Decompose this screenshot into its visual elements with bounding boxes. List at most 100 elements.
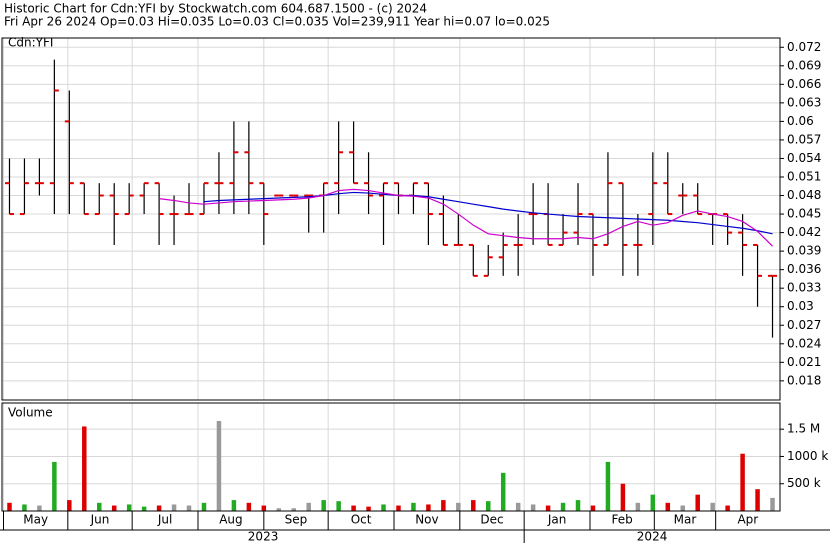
volume-bar bbox=[725, 505, 730, 511]
y-tick-label: 0.033 bbox=[787, 281, 821, 295]
x-tick-label: Sep bbox=[285, 513, 308, 527]
volume-bar bbox=[770, 497, 775, 511]
volume-bar bbox=[111, 505, 117, 511]
y-tick-label: 0.066 bbox=[787, 77, 821, 91]
y-tick-label: 0.057 bbox=[787, 132, 821, 146]
volume-bar bbox=[530, 504, 536, 511]
volume-frame bbox=[1, 402, 781, 512]
volume-bar bbox=[515, 502, 521, 511]
volume-bar bbox=[381, 504, 386, 511]
volume-bar bbox=[605, 461, 611, 511]
volume-bar bbox=[351, 505, 356, 511]
y-tick-label: 0.03 bbox=[787, 299, 814, 313]
volume-bar bbox=[22, 504, 27, 511]
volume-bar bbox=[67, 500, 72, 511]
volume-bar bbox=[201, 502, 207, 511]
panel-label: Volume bbox=[8, 406, 53, 420]
volume-bar bbox=[246, 502, 252, 511]
x-tick-label: Apr bbox=[737, 513, 758, 527]
y-tick-label: 1000 k bbox=[787, 449, 828, 463]
y-tick-label: 0.018 bbox=[787, 373, 821, 387]
y-tick-label: 0.024 bbox=[787, 336, 821, 350]
volume-bar bbox=[82, 426, 87, 511]
y-tick-label: 0.06 bbox=[787, 114, 814, 128]
y-tick-label: 0.054 bbox=[787, 151, 821, 165]
x-tick-label: Aug bbox=[219, 513, 242, 527]
x-tick-label: May bbox=[23, 513, 48, 527]
volume-bar bbox=[156, 505, 162, 511]
moving-average bbox=[203, 191, 773, 235]
x-tick-label: Dec bbox=[480, 513, 503, 527]
y-tick-label: 1.5 M bbox=[787, 422, 820, 436]
volume-bar bbox=[620, 483, 626, 511]
volume-bar bbox=[471, 500, 476, 511]
y-tick-label: 0.042 bbox=[787, 225, 821, 239]
volume-bar bbox=[755, 489, 760, 511]
volume-bar bbox=[441, 500, 446, 511]
volume-bar bbox=[366, 506, 371, 511]
x-tick-label: Jun bbox=[90, 513, 110, 527]
volume-bar bbox=[710, 502, 715, 511]
x-tick-label: Jul bbox=[157, 513, 172, 527]
volume-panel bbox=[2, 403, 780, 511]
volume-bar bbox=[7, 502, 12, 511]
y-tick-label: 0.039 bbox=[787, 244, 821, 258]
x-tick-label: Feb bbox=[612, 513, 633, 527]
volume-bar bbox=[680, 505, 685, 511]
volume-bar bbox=[171, 504, 177, 511]
y-tick-label: 0.051 bbox=[787, 169, 821, 183]
volume-bar bbox=[575, 500, 581, 511]
volume-bar bbox=[306, 502, 311, 511]
year-label: 2024 bbox=[637, 530, 668, 543]
volume-bar bbox=[456, 502, 461, 511]
x-tick-label: Jan bbox=[547, 513, 567, 527]
volume-bar bbox=[37, 505, 42, 511]
chart-subtitle: Fri Apr 26 2024 Op=0.03 Hi=0.035 Lo=0.03… bbox=[4, 15, 550, 29]
volume-bar bbox=[321, 500, 326, 511]
volume-bar bbox=[486, 501, 491, 511]
price-panel bbox=[2, 38, 780, 400]
volume-bar bbox=[411, 502, 416, 511]
volume-bar bbox=[141, 506, 147, 511]
y-tick-label: 500 k bbox=[787, 476, 821, 490]
y-tick-label: 0.027 bbox=[787, 318, 821, 332]
y-tick-label: 0.021 bbox=[787, 355, 821, 369]
volume-bar bbox=[426, 504, 431, 511]
volume-bar bbox=[545, 505, 551, 511]
volume-bar bbox=[396, 505, 401, 511]
x-tick-label: Mar bbox=[674, 513, 697, 527]
volume-bar bbox=[97, 502, 102, 511]
volume-bar bbox=[336, 501, 341, 511]
volume-bar bbox=[186, 505, 192, 511]
volume-bar bbox=[261, 505, 267, 511]
y-tick-label: 0.063 bbox=[787, 95, 821, 109]
volume-bar bbox=[231, 500, 237, 511]
volume-bar bbox=[635, 502, 641, 511]
x-tick-label: Nov bbox=[415, 513, 438, 527]
y-tick-label: 0.072 bbox=[787, 40, 821, 54]
volume-bar bbox=[650, 494, 656, 511]
volume-bar bbox=[740, 453, 745, 511]
volume-bar bbox=[500, 472, 506, 511]
y-tick-label: 0.045 bbox=[787, 207, 821, 221]
panel-label: Cdn:YFI bbox=[8, 36, 53, 50]
volume-bar bbox=[276, 508, 282, 511]
volume-bar bbox=[665, 502, 671, 511]
volume-bar bbox=[291, 508, 296, 511]
volume-bar bbox=[216, 421, 222, 511]
volume-bar bbox=[560, 502, 566, 511]
y-tick-label: 0.036 bbox=[787, 262, 821, 276]
volume-bar bbox=[590, 505, 596, 511]
volume-bar bbox=[695, 494, 700, 511]
volume-bar bbox=[126, 504, 132, 511]
volume-bar bbox=[52, 461, 57, 511]
y-tick-label: 0.069 bbox=[787, 58, 821, 72]
y-tick-label: 0.048 bbox=[787, 188, 821, 202]
chart-title: Historic Chart for Cdn:YFI by Stockwatch… bbox=[4, 2, 427, 16]
moving-average bbox=[159, 188, 773, 247]
price-frame bbox=[1, 37, 781, 401]
year-label: 2023 bbox=[248, 530, 279, 543]
x-tick-label: Oct bbox=[351, 513, 372, 527]
